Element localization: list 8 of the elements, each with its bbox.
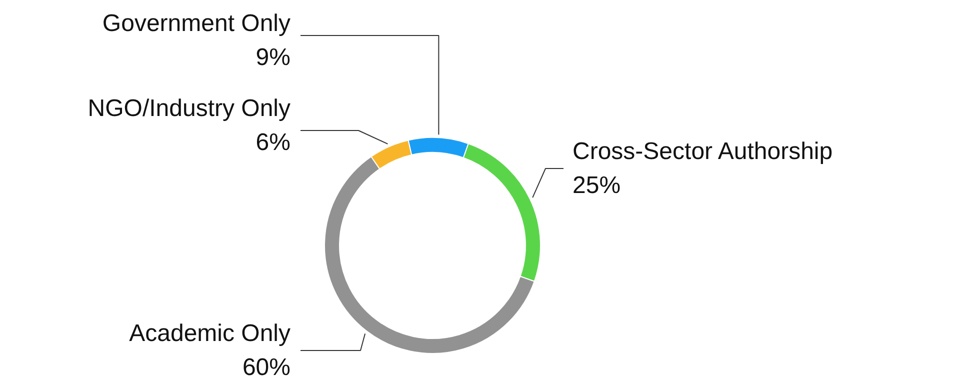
slice-label: NGO/Industry Only [88,95,291,122]
slice-label: Cross-Sector Authorship [572,138,833,166]
data-label: 9% [256,44,290,71]
data-label: 25% [572,172,621,199]
data-label: 6% [256,128,290,156]
slice-label: Government Only [102,10,291,38]
slice-label: Academic Only [129,320,290,348]
data-label: 60% [242,354,291,381]
